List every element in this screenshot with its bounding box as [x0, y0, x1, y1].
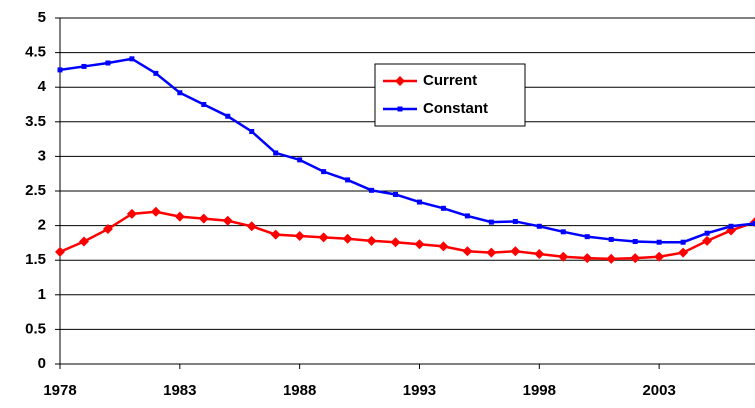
x-tick-label: 2003	[642, 382, 675, 399]
legend-marker	[395, 76, 405, 86]
marker	[558, 251, 569, 262]
marker	[126, 208, 137, 219]
marker	[273, 150, 279, 156]
marker	[462, 246, 473, 257]
y-tick-label: 5	[38, 9, 46, 26]
marker	[728, 223, 734, 229]
x-tick-label: 1993	[403, 382, 436, 399]
marker	[486, 247, 497, 258]
marker	[57, 67, 63, 73]
y-tick-label: 1.5	[25, 251, 46, 268]
marker	[654, 251, 665, 262]
marker	[536, 223, 542, 229]
series-line	[59, 57, 755, 244]
marker	[78, 236, 89, 247]
y-tick-label: 4	[38, 78, 47, 95]
marker	[294, 230, 305, 241]
y-tick-label: 0.5	[25, 320, 46, 337]
marker	[318, 232, 329, 243]
marker	[512, 218, 518, 224]
marker	[630, 253, 641, 264]
marker	[153, 70, 159, 76]
marker	[345, 177, 351, 183]
marker	[488, 219, 494, 225]
x-tick-label: 1978	[43, 382, 76, 399]
marker	[440, 205, 446, 211]
marker	[297, 157, 303, 163]
x-tick-label: 1998	[523, 382, 556, 399]
y-tick-label: 0	[38, 355, 46, 372]
marker	[246, 221, 257, 232]
marker	[102, 224, 113, 235]
marker	[510, 246, 521, 257]
marker	[656, 239, 662, 245]
marker	[174, 211, 185, 222]
marker	[464, 213, 470, 219]
marker	[201, 102, 207, 107]
marker	[752, 221, 755, 227]
marker	[560, 229, 566, 235]
marker	[81, 63, 87, 69]
legend-box	[374, 63, 526, 127]
marker	[177, 90, 183, 96]
marker	[608, 236, 614, 242]
marker	[222, 215, 233, 226]
x-tick-label: 1988	[283, 382, 316, 399]
x-tick-label: 1983	[163, 382, 196, 399]
marker	[150, 206, 161, 217]
marker	[321, 169, 327, 175]
marker	[129, 56, 135, 62]
marker	[438, 241, 449, 252]
marker	[414, 239, 425, 250]
marker	[416, 199, 422, 205]
marker	[225, 113, 231, 119]
marker	[582, 253, 593, 264]
y-tick-label: 3	[38, 147, 46, 164]
marker	[249, 128, 255, 134]
marker	[632, 239, 638, 245]
legend-marker	[397, 106, 403, 112]
marker	[702, 235, 713, 246]
marker	[393, 191, 399, 197]
marker	[680, 239, 686, 245]
legend-label: Constant	[423, 100, 488, 117]
marker	[105, 60, 111, 66]
marker	[704, 230, 710, 236]
series-line	[59, 210, 755, 261]
y-tick-label: 1	[38, 286, 46, 303]
marker	[366, 235, 377, 246]
marker	[342, 233, 353, 244]
marker	[606, 253, 617, 264]
y-tick-label: 3.5	[25, 113, 46, 130]
marker	[270, 229, 281, 240]
marker	[584, 234, 590, 240]
marker	[369, 187, 375, 193]
marker	[55, 246, 65, 257]
marker	[198, 213, 209, 224]
y-tick-label: 4.5	[25, 44, 46, 61]
marker	[390, 237, 401, 248]
y-tick-label: 2.5	[25, 182, 46, 199]
marker	[534, 248, 545, 259]
y-tick-label: 2	[38, 217, 46, 234]
marker	[678, 247, 689, 258]
legend-label: Current	[423, 72, 477, 89]
